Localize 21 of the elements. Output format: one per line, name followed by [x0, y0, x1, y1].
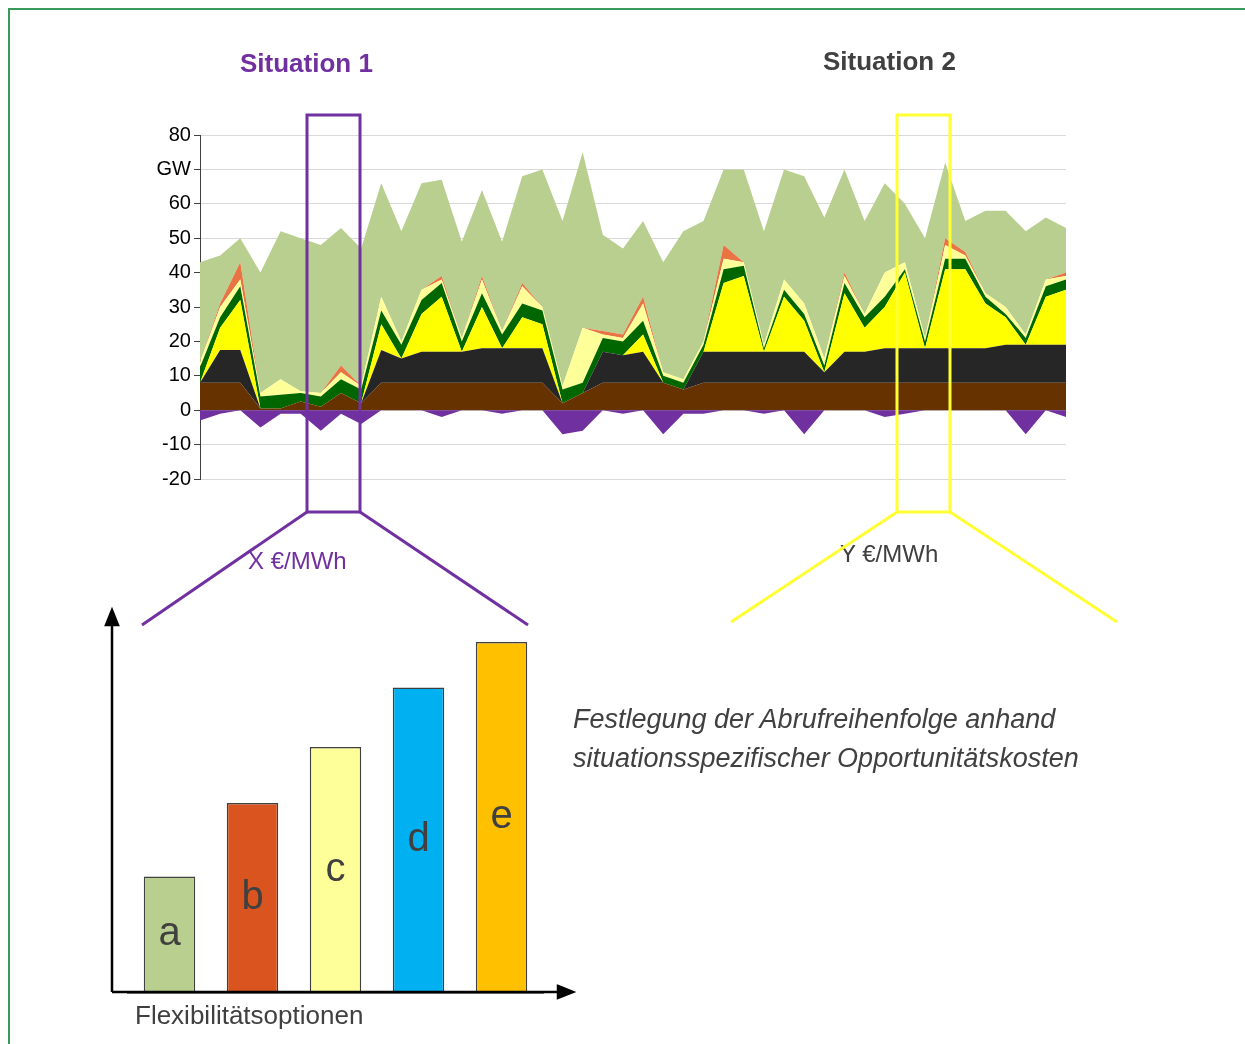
y-tick-label: 50	[168, 225, 191, 248]
text: Festlegung der Abrufreihenfolge anhand situationsspezifischer Opportunitätskosten	[573, 703, 1080, 775]
y-tick-label: -10	[162, 432, 191, 455]
y-tick-label: 30	[168, 294, 191, 317]
y-tick-label: GW	[156, 156, 192, 179]
y-tick-label: 0	[179, 397, 191, 420]
x-tick-label: d	[407, 814, 430, 859]
x-tick-label: e	[490, 792, 513, 837]
x-tick-label: b	[241, 872, 264, 917]
text: X €/MWh	[248, 547, 347, 575]
x-axis-title: Flexibilitätsoptionen	[135, 1000, 364, 1031]
y-tick-label: 60	[168, 191, 191, 214]
y-tick-label: 10	[168, 363, 191, 386]
x-tick-label: c	[325, 844, 346, 889]
y-tick-label: 20	[168, 328, 191, 351]
text: Situation 2	[823, 46, 956, 77]
y-tick-label: 40	[168, 260, 191, 283]
x-tick-label: a	[158, 909, 182, 954]
y-tick-label: -20	[162, 466, 191, 489]
y-tick-label: 80	[168, 122, 191, 145]
text: Situation 1	[240, 48, 373, 79]
